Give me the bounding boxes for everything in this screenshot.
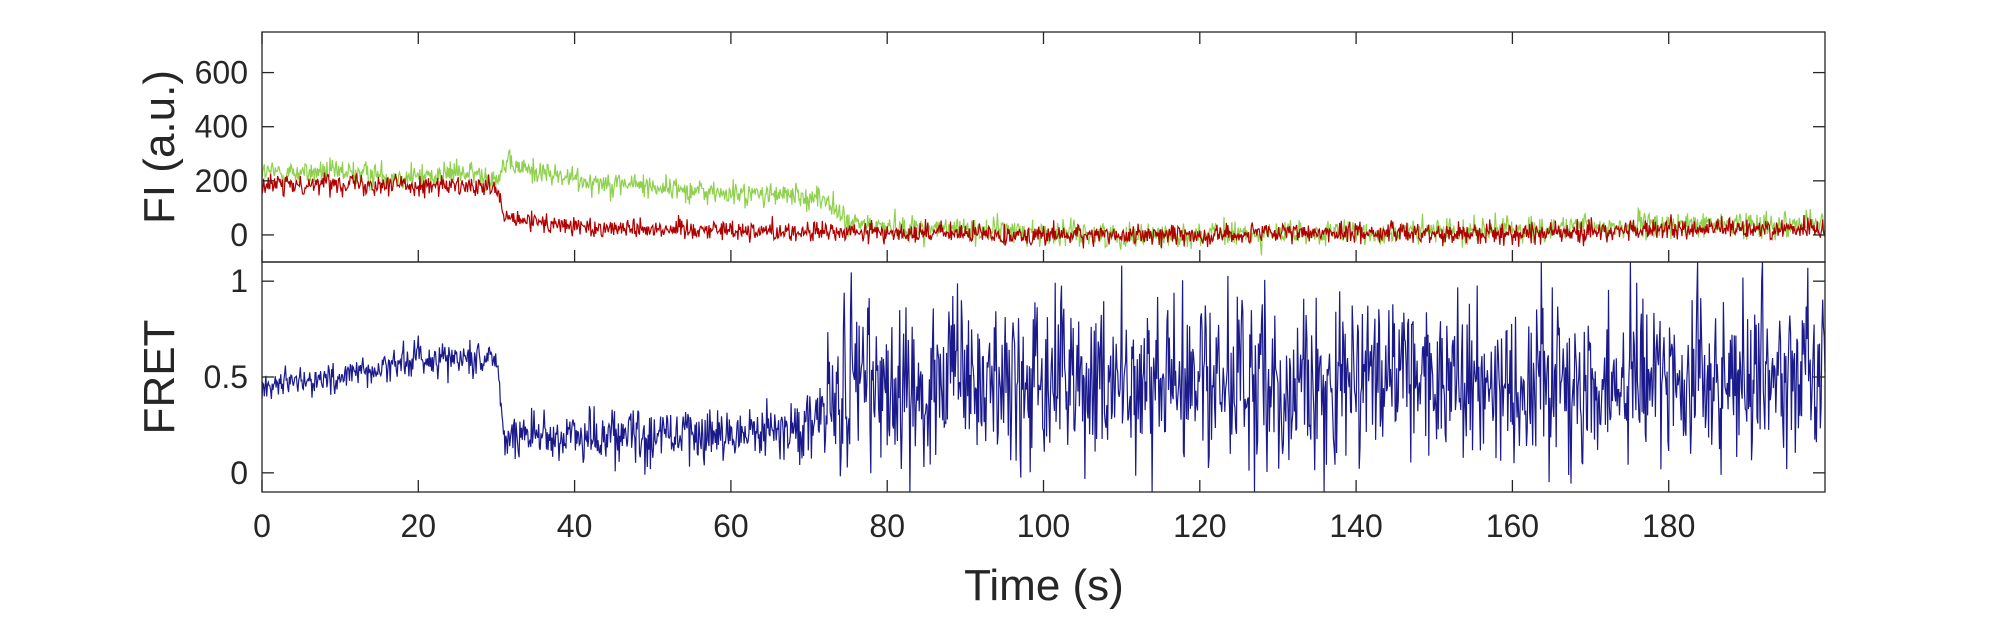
fret-traces [261,261,1826,493]
time-x-axis-label: Time (s) [964,561,1124,610]
fluorescence-y-tick-label: 200 [195,163,248,199]
fret-series [261,261,1826,493]
fluorescence-traces [261,148,1826,256]
fluorescence-series-red [261,172,1826,249]
time-x-tick-label: 60 [713,508,749,544]
fluorescence-y-tick-label: 600 [195,55,248,91]
fret-y-tick-label: 1 [230,263,248,299]
fret-y-ticks: 00.51 [204,263,1825,491]
time-x-tick-label: 120 [1173,508,1226,544]
fret-y-tick-label: 0.5 [204,359,248,395]
fluorescence-panel: 0 200 400 600 FI (a.u.) [135,31,1826,263]
fret-y-tick-label: 0 [230,455,248,491]
fret-y-axis-label: FRET [135,320,184,435]
fluorescence-y-axis-label: FI (a.u.) [135,70,184,224]
time-x-tick-label: 180 [1642,508,1695,544]
time-x-tick-label: 140 [1329,508,1382,544]
time-x-tick-label: 160 [1486,508,1539,544]
time-x-tick-label: 100 [1017,508,1070,544]
time-x-tick-label: 20 [401,508,437,544]
fluorescence-y-tick-label: 400 [195,109,248,145]
fluorescence-y-ticks: 0 200 400 600 [195,55,1825,253]
time-x-tick-label: 80 [869,508,905,544]
fluorescence-series-green [261,148,1826,256]
time-x-ticks: 0 20 40 60 80 100 120 140 160 180 [253,32,1695,544]
time-x-tick-label: 40 [557,508,593,544]
fluorescence-y-tick-label: 0 [230,217,248,253]
time-x-tick-label: 0 [253,508,271,544]
fret-panel: 00.51 0 20 40 60 80 100 120 140 160 180 FRET Time… [135,32,1826,610]
